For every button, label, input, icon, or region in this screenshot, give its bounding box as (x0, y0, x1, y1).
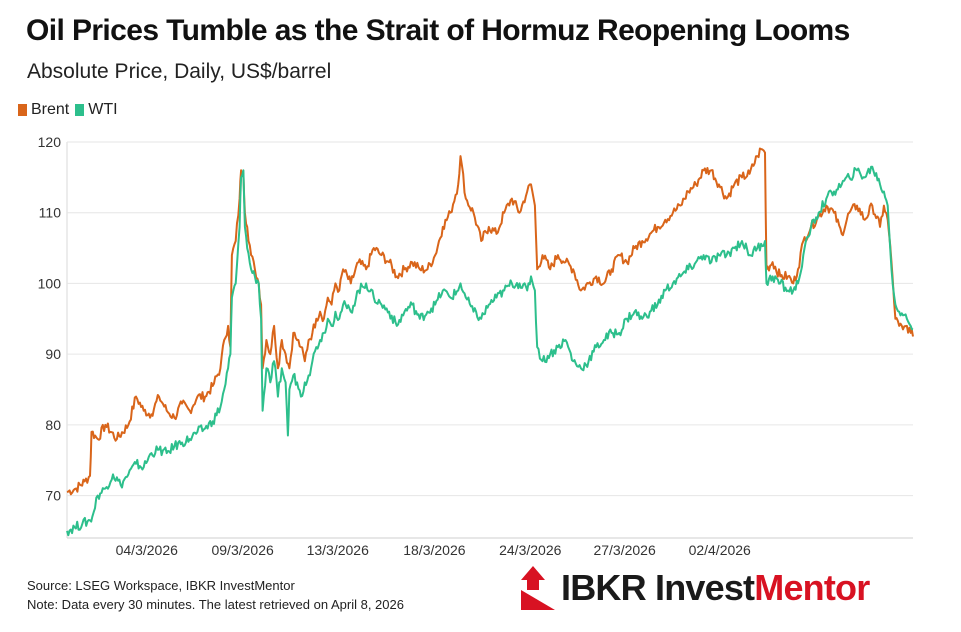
ibkr-logo-mark-icon (521, 566, 555, 610)
x-tick-label: 04/3/2026 (116, 542, 178, 558)
legend: Brent WTI (18, 101, 118, 119)
legend-swatch-brent (18, 104, 27, 116)
logo-brand-text: IBKR Invest (561, 567, 755, 608)
legend-label-brent: Brent (31, 101, 70, 118)
chart-title: Oil Prices Tumble as the Strait of Hormu… (26, 14, 850, 47)
legend-swatch-wti (75, 104, 85, 116)
series-line-brent (66, 147, 914, 496)
x-tick-label: 24/3/2026 (499, 542, 561, 558)
x-tick-label: 09/3/2026 (211, 542, 273, 558)
source-note: Source: LSEG Workspace, IBKR InvestMento… (27, 578, 295, 593)
y-tick-label: 120 (38, 134, 62, 150)
legend-item-wti: WTI (75, 101, 118, 119)
ibkr-logo-text: IBKR InvestMentor (561, 567, 870, 609)
legend-label-wti: WTI (88, 101, 118, 118)
x-tick-label: 13/3/2026 (307, 542, 369, 558)
y-tick-label: 90 (45, 346, 61, 362)
y-tick-label: 70 (45, 488, 61, 504)
legend-item-brent: Brent (18, 101, 69, 119)
series-line-wti (66, 165, 914, 537)
y-tick-label: 100 (38, 275, 62, 291)
chart-subtitle: Absolute Price, Daily, US$/barrel (27, 60, 332, 83)
y-tick-label: 80 (45, 417, 61, 433)
y-tick-label: 110 (39, 205, 62, 221)
ibkr-logo: IBKR InvestMentor (521, 566, 870, 610)
logo-accent-text: Mentor (754, 567, 870, 608)
data-note: Note: Data every 30 minutes. The latest … (27, 597, 404, 612)
x-tick-label: 18/3/2026 (403, 542, 465, 558)
line-chart: 70 80 90 100 110 120 04/3/2026 09/3/2026 13/3/20… (38, 134, 914, 558)
x-tick-label: 02/4/2026 (689, 542, 751, 558)
x-tick-label: 27/3/2026 (593, 542, 655, 558)
